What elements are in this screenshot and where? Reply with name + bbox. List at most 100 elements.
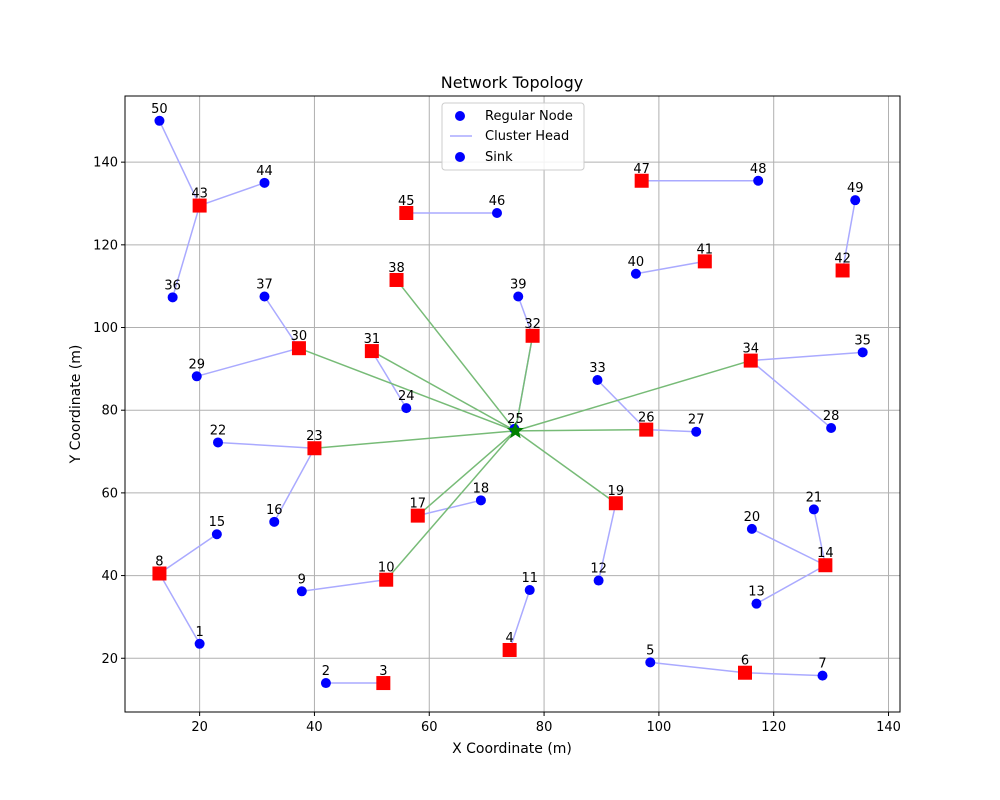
node-label: 15 <box>209 515 226 530</box>
regular-node <box>213 437 223 448</box>
head-to-sink-link <box>385 430 516 581</box>
node-label: 34 <box>742 342 759 357</box>
node-label: 14 <box>817 546 834 561</box>
regular-node <box>296 586 307 597</box>
cluster-head-node <box>399 205 414 220</box>
head-to-sink-link <box>515 359 751 432</box>
y-tick-label: 60 <box>101 486 118 501</box>
node-label: 1 <box>195 625 203 640</box>
member-link <box>646 428 697 433</box>
node-label: 2 <box>322 664 330 679</box>
node-label: 5 <box>646 643 654 658</box>
node-label: 45 <box>398 194 415 209</box>
cluster-head-node <box>818 558 833 573</box>
cluster-head-node <box>376 676 391 691</box>
cluster-head-node <box>192 198 207 213</box>
regular-node <box>194 638 205 649</box>
regular-node <box>645 657 656 668</box>
member-link <box>597 503 617 581</box>
member-link <box>508 589 531 651</box>
node-label: 48 <box>750 162 767 177</box>
node-label: 27 <box>688 413 705 428</box>
member-link <box>301 578 387 593</box>
node-label: 33 <box>589 361 606 376</box>
regular-node <box>592 375 603 386</box>
grid-lines <box>125 96 900 712</box>
regular-node <box>630 268 641 279</box>
head-to-sink-link <box>298 347 516 432</box>
node-label: 6 <box>741 654 749 669</box>
node-label: 26 <box>638 411 655 426</box>
y-tick-label: 120 <box>93 238 118 253</box>
cluster-head-node <box>525 328 540 343</box>
member-link <box>841 200 856 271</box>
node-label: 21 <box>806 490 823 505</box>
regular-node <box>850 195 861 206</box>
x-tick-label: 20 <box>191 720 208 735</box>
regular-node <box>475 495 486 506</box>
member-link <box>750 360 832 429</box>
node-label: 24 <box>398 389 415 404</box>
node-label: 31 <box>364 332 381 347</box>
node-label: 35 <box>854 333 871 348</box>
regular-node <box>211 529 222 540</box>
node-label: 38 <box>388 261 405 276</box>
x-tick-label: 60 <box>421 720 438 735</box>
regular-node <box>269 516 280 527</box>
y-tick-label: 140 <box>93 156 118 171</box>
regular-node <box>259 177 270 188</box>
node-label: 4 <box>505 631 513 646</box>
legend: Regular Node Cluster Head Sink <box>441 102 585 171</box>
nodes-layer <box>152 115 868 691</box>
node-label: 11 <box>521 571 538 586</box>
y-tick-label: 80 <box>101 404 118 419</box>
cluster-head-node <box>835 263 850 278</box>
y-tick-label: 100 <box>93 321 118 336</box>
legend-regular-node-marker <box>455 111 465 121</box>
member-link <box>750 351 863 362</box>
member-link <box>751 528 826 566</box>
x-tick-label: 80 <box>536 720 553 735</box>
head-to-sink-link <box>417 430 516 517</box>
node-label: 43 <box>191 187 208 202</box>
member-link <box>650 661 746 674</box>
node-label: 12 <box>590 562 607 577</box>
node-label: 44 <box>256 164 273 179</box>
node-label: 49 <box>847 181 864 196</box>
node-label: 16 <box>266 503 283 518</box>
x-tick-label: 140 <box>876 720 901 735</box>
legend-sink-label: Sink <box>485 150 513 165</box>
regular-node <box>751 598 762 609</box>
regular-node <box>817 670 828 681</box>
regular-node <box>826 422 837 433</box>
node-label: 17 <box>410 497 427 512</box>
node-label: 50 <box>151 102 168 117</box>
node-label: 13 <box>748 585 765 600</box>
regular-node <box>691 426 702 437</box>
member-link <box>159 533 218 575</box>
node-label: 41 <box>697 242 714 257</box>
legend-regular-node-label: Regular Node <box>485 109 573 124</box>
node-label: 19 <box>608 484 625 499</box>
head-to-sink-link <box>395 279 516 432</box>
node-label: 18 <box>473 481 490 496</box>
y-tick-label: 40 <box>101 569 118 584</box>
member-link <box>371 350 407 409</box>
head-to-sink-link <box>371 350 516 432</box>
legend-cluster-head-label: Cluster Head <box>485 129 569 144</box>
legend-box <box>441 102 585 171</box>
node-label: 32 <box>524 317 541 332</box>
head-to-sink-link <box>514 430 617 504</box>
regular-node <box>593 575 604 586</box>
regular-node <box>524 585 535 596</box>
regular-node <box>401 403 412 414</box>
regular-node <box>320 678 331 689</box>
regular-node <box>808 504 819 515</box>
regular-node <box>513 291 524 302</box>
cluster-head-node <box>502 642 517 657</box>
node-label: 20 <box>744 510 761 525</box>
member-link <box>199 182 265 207</box>
